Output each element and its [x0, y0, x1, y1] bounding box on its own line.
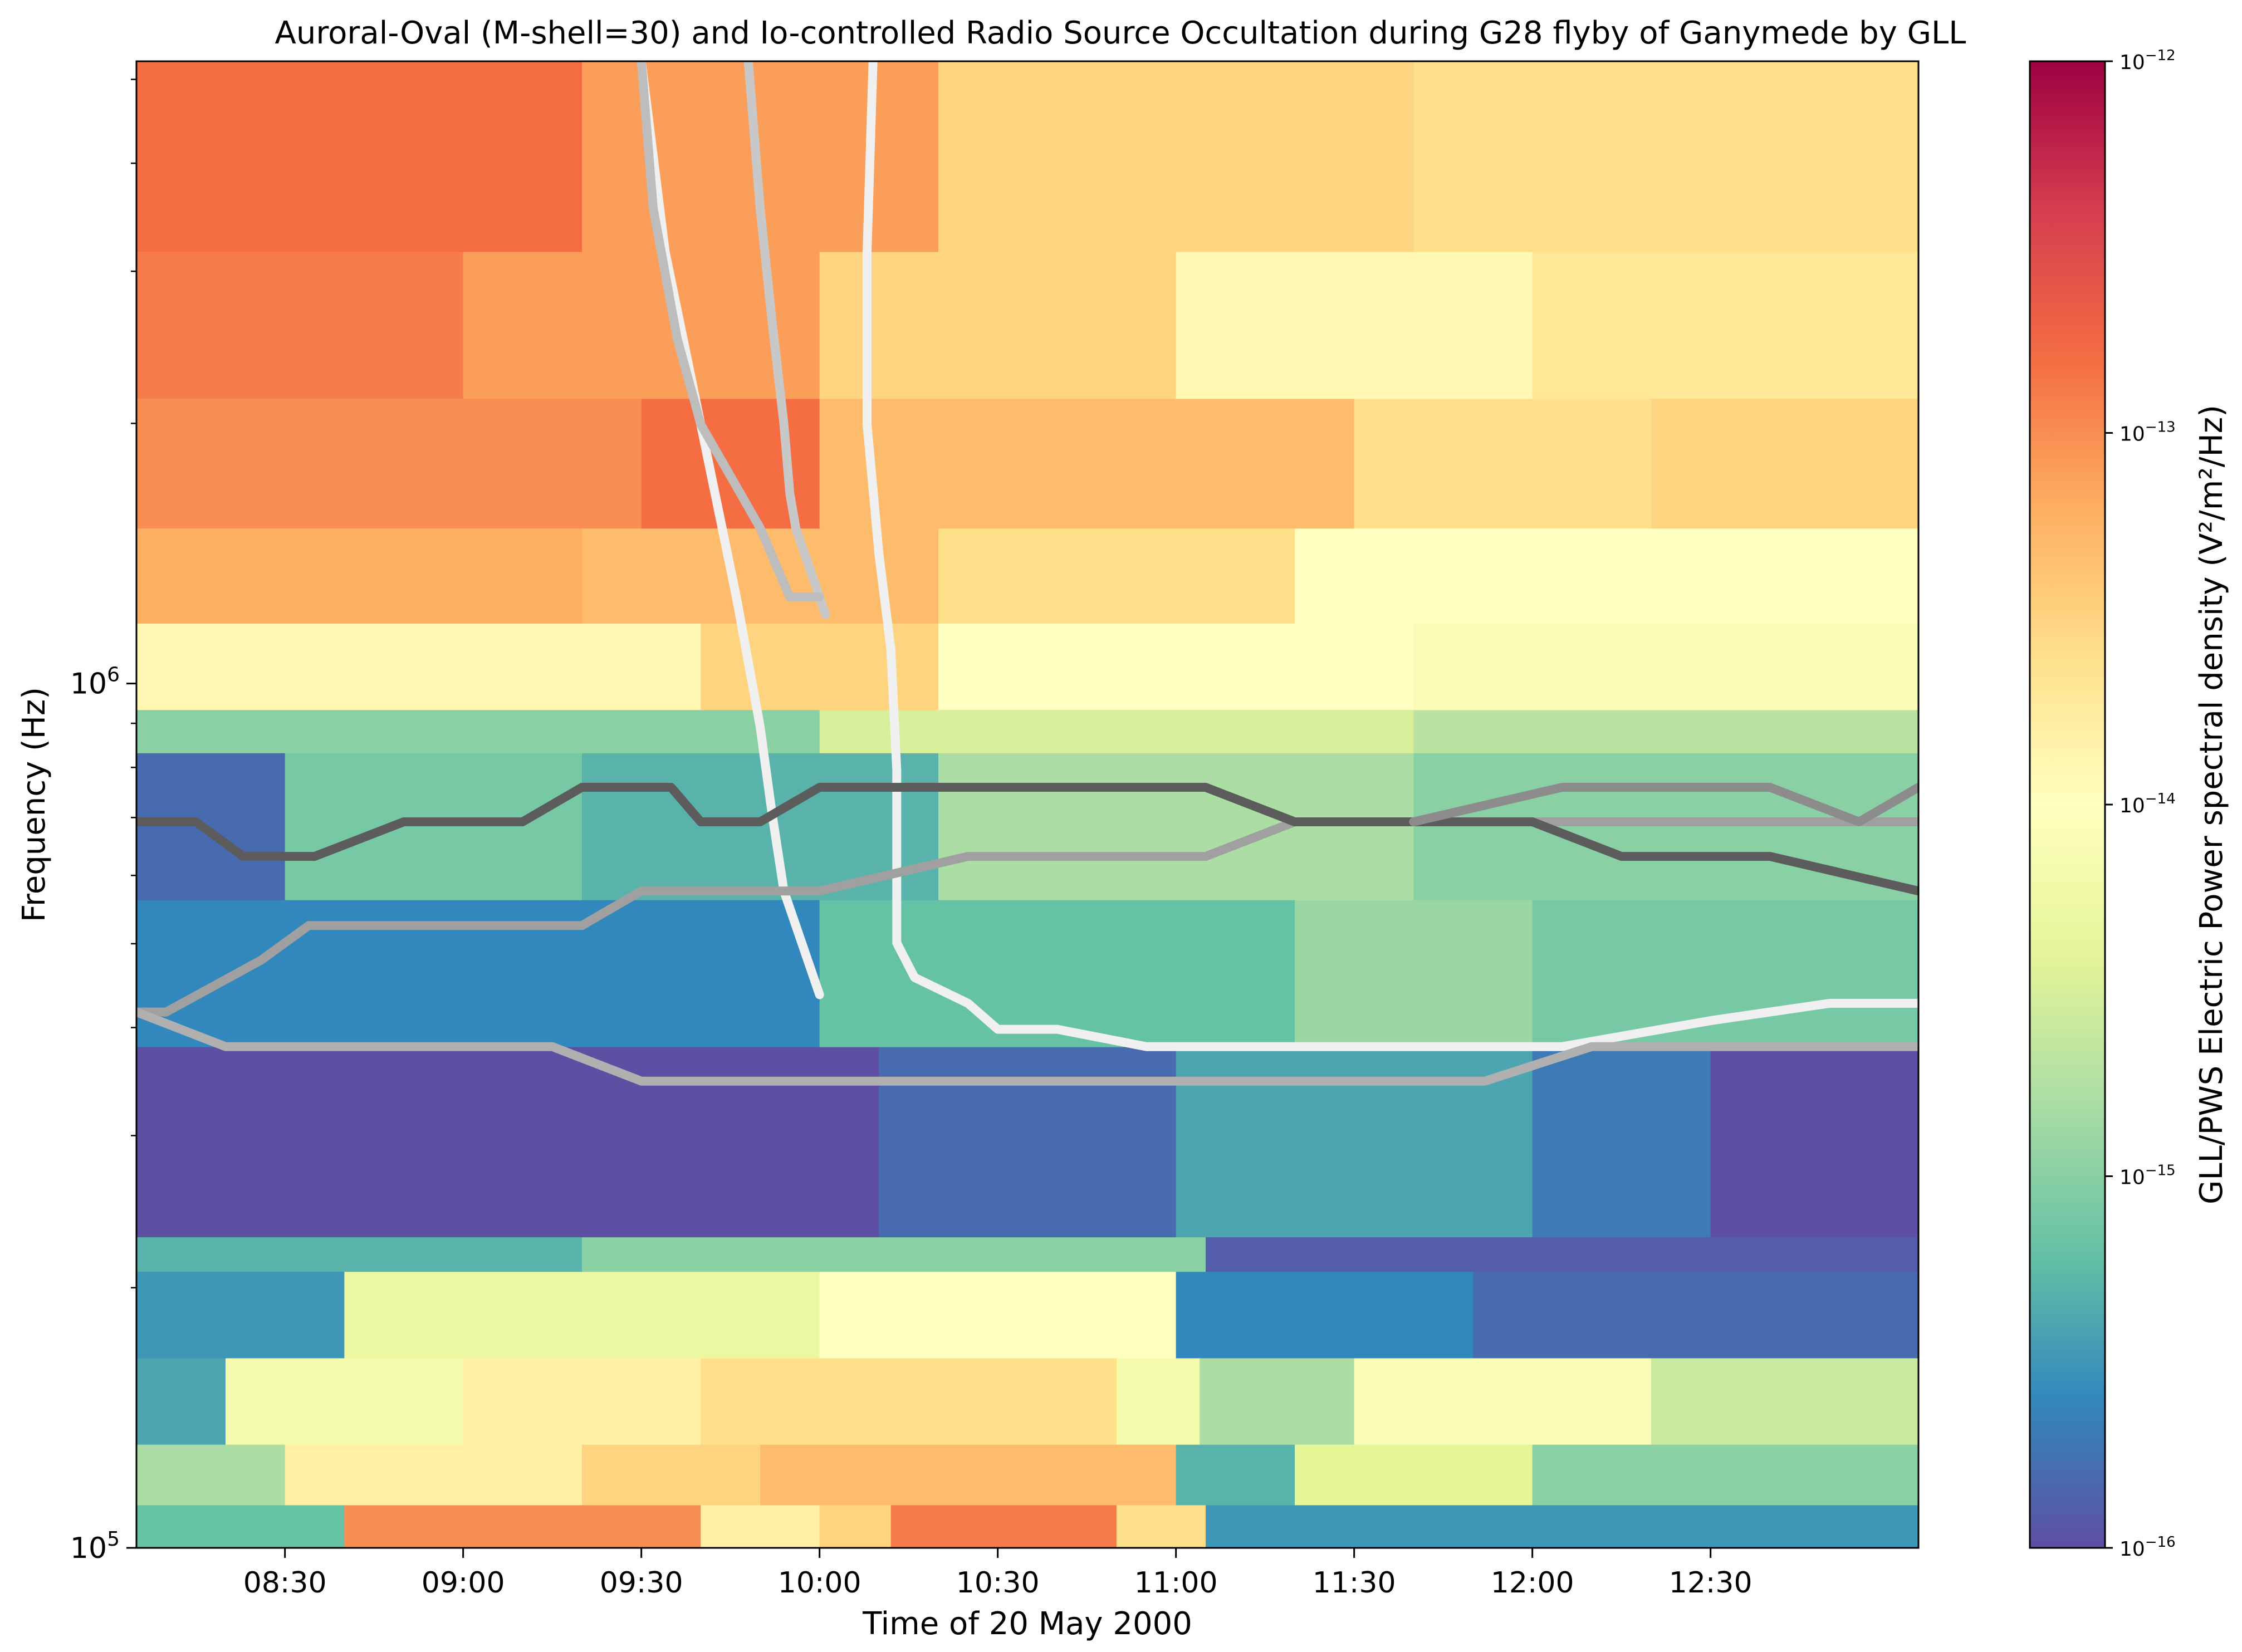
heatmap-cell — [1206, 1504, 1918, 1548]
colorbar-tick-label: 10−15 — [2119, 1163, 2176, 1189]
heatmap-cell — [1354, 1357, 1652, 1445]
heatmap-cell — [1117, 1357, 1201, 1445]
x-axis-label: Time of 20 May 2000 — [862, 1606, 1192, 1642]
series-line-dark-grey-step — [136, 783, 1918, 896]
colorbar — [2029, 60, 2106, 1549]
heatmap-cell — [1176, 1271, 1474, 1359]
x-tick-label: 10:30 — [956, 1566, 1040, 1600]
heatmap-cell — [938, 61, 1414, 252]
heatmap-cell — [582, 1237, 1206, 1272]
heatmap-cell — [1295, 1444, 1533, 1506]
heatmap-cell — [136, 623, 702, 710]
heatmap-cell — [136, 528, 582, 624]
heatmap-cell — [1413, 61, 1918, 252]
heatmap-cell — [136, 61, 582, 252]
heatmap-cell — [1651, 1357, 1918, 1445]
colorbar-tick-label: 10−13 — [2119, 419, 2176, 446]
y-tick-label: 106 — [70, 664, 120, 701]
heatmap-cell — [136, 709, 820, 753]
heatmap-cell — [938, 752, 1414, 900]
colorbar-tick-label: 10−12 — [2119, 47, 2176, 74]
series-line-light-grey-step — [136, 1007, 1918, 1086]
heatmap-cell — [890, 1504, 1117, 1548]
heatmap-cell — [1176, 1046, 1533, 1238]
heatmap-cell — [136, 1444, 286, 1506]
heatmap-cell — [701, 1504, 820, 1548]
series-line-white-curve-2 — [863, 61, 1918, 1051]
heatmap-cell — [1532, 899, 1918, 1047]
heatmap-cell — [1295, 899, 1533, 1047]
spectrogram-heatmap — [136, 61, 1918, 1548]
heatmap-cell — [136, 1271, 345, 1359]
heatmap-cell — [136, 1504, 345, 1548]
colorbar-tick-label: 10−14 — [2119, 791, 2176, 817]
x-tick-label: 11:00 — [1134, 1566, 1218, 1600]
heatmap-cell — [938, 528, 1295, 624]
heatmap-cell — [463, 1357, 702, 1445]
heatmap-cell — [819, 251, 1177, 399]
heatmap-cell — [1354, 398, 1652, 529]
heatmap-cell — [1295, 528, 1918, 624]
heatmap-cell — [344, 1504, 702, 1548]
y-tick-label: 105 — [70, 1528, 120, 1565]
heatmap-cell — [819, 709, 1414, 753]
series-line-grey-right-step — [1409, 783, 1918, 826]
heatmap-cell — [582, 1444, 761, 1506]
colorbar-label: GLL/PWS Electric Power spectral density … — [2194, 405, 2230, 1204]
heatmap-cell — [760, 1444, 1177, 1506]
heatmap-cell — [1413, 623, 1918, 710]
heatmap-cell — [1176, 251, 1533, 399]
y-axis: 105 106 — [70, 79, 136, 1565]
series-line-grey-curve-1 — [743, 61, 830, 619]
occultation-curves — [136, 61, 1918, 1086]
x-tick-label: 12:00 — [1491, 1566, 1574, 1600]
heatmap-cell — [1532, 251, 1918, 399]
heatmap-cell — [819, 1271, 1177, 1359]
heatmap-cell — [1413, 752, 1918, 900]
heatmap-cell — [819, 398, 1355, 529]
heatmap-cell — [285, 1444, 583, 1506]
colorbar-tick-label: 10−16 — [2119, 1534, 2176, 1561]
heatmap-cell — [1651, 398, 1918, 529]
heatmap-cell — [344, 1271, 820, 1359]
heatmap-cell — [1473, 1271, 1918, 1359]
x-axis: 08:30 09:00 09:30 10:00 10:30 11:00 11:30 12:00… — [243, 1548, 1753, 1600]
heatmap-cell — [938, 623, 1414, 710]
heatmap-cell — [136, 752, 286, 900]
x-tick-label: 12:30 — [1669, 1566, 1753, 1600]
heatmap-cell — [136, 1237, 582, 1272]
series-line-white-curve-1 — [637, 61, 824, 999]
x-tick-label: 08:30 — [243, 1566, 327, 1600]
series-line-mid-grey-step — [136, 817, 1918, 1017]
heatmap-cell — [285, 752, 583, 900]
heatmap-cell — [1206, 1237, 1918, 1272]
colorbar-axis: 10−12 10−13 10−14 10−15 10−16 — [2105, 47, 2176, 1561]
heatmap-cell — [463, 251, 820, 399]
plot-frame — [135, 60, 1920, 1549]
heatmap-cell — [1413, 709, 1918, 753]
x-tick-label: 09:00 — [422, 1566, 505, 1600]
heatmap-cell — [819, 1504, 892, 1548]
heatmap-cell — [1176, 1444, 1295, 1506]
y-axis-label: Frequency (Hz) — [16, 687, 52, 922]
heatmap-cell — [701, 1357, 1117, 1445]
heatmap-cell — [879, 1046, 1177, 1238]
heatmap-cell — [1117, 1504, 1206, 1548]
heatmap-cell — [1532, 1444, 1918, 1506]
heatmap-cell — [1532, 1046, 1711, 1238]
x-tick-label: 11:30 — [1313, 1566, 1396, 1600]
heatmap-cell — [1710, 1046, 1918, 1238]
series-line-grey-curve-2 — [637, 61, 824, 602]
x-tick-label: 09:30 — [600, 1566, 683, 1600]
heatmap-cell — [136, 1357, 226, 1445]
heatmap-cell — [701, 623, 939, 710]
heatmap-cell — [1200, 1357, 1355, 1445]
x-tick-label: 10:00 — [778, 1566, 861, 1600]
heatmap-cell — [136, 398, 642, 529]
heatmap-cell — [136, 251, 464, 399]
heatmap-cell — [226, 1357, 464, 1445]
chart-title: Auroral-Oval (M-shell=30) and Io-control… — [275, 15, 1966, 51]
heatmap-cell — [136, 1046, 880, 1238]
